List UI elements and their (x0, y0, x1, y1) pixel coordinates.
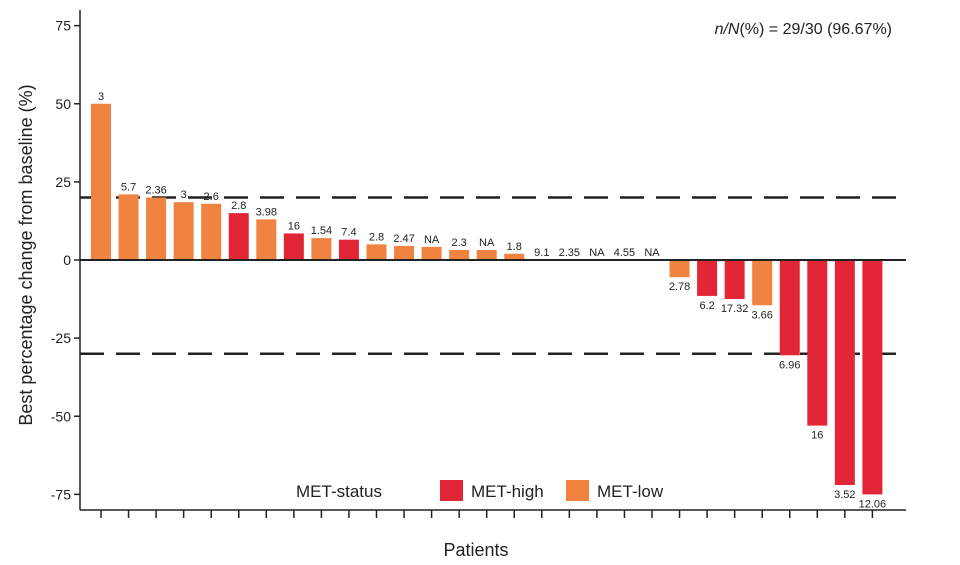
bar-label-15: NA (479, 237, 495, 249)
bar-label-29: 12.06 (859, 498, 887, 510)
bars-group (91, 103, 883, 495)
y-tick-label: 25 (55, 174, 71, 190)
bar-10 (338, 239, 359, 260)
bar-7 (256, 219, 277, 260)
bar-label-7: 3.98 (256, 206, 277, 218)
bar-9 (311, 238, 332, 260)
bar-label-16: 1.8 (507, 241, 522, 253)
bar-4 (173, 202, 194, 260)
bar-label-26: 6.96 (779, 359, 800, 371)
bar-label-5: 2.6 (204, 191, 219, 203)
bar-15 (476, 250, 497, 260)
bar-14 (449, 250, 470, 260)
bar-23 (697, 260, 718, 296)
bar-label-11: 2.8 (369, 231, 384, 243)
bar-13 (421, 246, 442, 260)
bar-6 (228, 213, 249, 260)
y-tick-label: 0 (63, 252, 71, 268)
bar-label-22: 2.78 (669, 281, 690, 293)
bar-label-9: 1.54 (311, 225, 332, 237)
bar-24 (724, 260, 745, 300)
bar-11 (366, 244, 387, 260)
bar-26 (779, 260, 800, 356)
bar-label-25: 3.66 (751, 309, 772, 321)
bar-2 (118, 194, 139, 260)
reference-lines (80, 196, 906, 355)
legend-label-met-low: MET-low (597, 482, 664, 501)
legend-swatch-met-low (566, 480, 589, 501)
y-tick-label: 75 (55, 18, 71, 34)
bar-label-17: 9.1 (534, 247, 549, 259)
bar-1 (91, 103, 111, 260)
bar-22 (669, 260, 690, 278)
bar-label-21: NA (644, 247, 660, 259)
bar-label-20: 4.55 (614, 247, 635, 259)
annotation-text: (%) = 29/30 (96.67%) (739, 21, 892, 38)
legend: MET-status MET-high MET-low (296, 480, 664, 501)
bar-27 (807, 260, 828, 426)
y-ticks: 75 50 25 0 -25 -50 -75 (51, 18, 80, 502)
bar-16 (504, 253, 525, 260)
bar-labels: 3 5.7 2.36 3 2.6 2.8 3.98 16 1.54 7.4 2.8 2.47 NA 2.3… (98, 91, 886, 511)
bar-label-4: 3 (181, 189, 187, 201)
bar-label-2: 5.7 (121, 181, 136, 193)
bar-label-8: 16 (288, 220, 300, 232)
axes-group (79, 10, 906, 511)
x-axis-title: Patients (443, 540, 508, 560)
y-tick-label: 50 (55, 96, 71, 112)
bar-label-12: 2.47 (393, 233, 414, 245)
bar-3 (146, 197, 167, 260)
bar-label-3: 2.36 (145, 185, 166, 197)
y-axis-title: Best percentage change from baseline (%) (16, 84, 36, 425)
bar-25 (752, 260, 773, 306)
legend-title: MET-status (296, 482, 382, 501)
response-rate-annotation: n/N(%) = 29/30 (96.67%) (715, 21, 892, 38)
bar-label-1: 3 (98, 91, 104, 103)
bar-label-13: NA (424, 234, 440, 246)
bar-28 (834, 260, 855, 485)
y-tick-label: -75 (51, 486, 71, 502)
bar-label-18: 2.35 (559, 247, 580, 259)
y-tick-label: -25 (51, 330, 71, 346)
bar-29 (862, 260, 883, 495)
bar-5 (201, 203, 222, 260)
bar-label-6: 2.8 (231, 200, 246, 212)
annotation-italic: n/N (715, 21, 740, 38)
legend-label-met-high: MET-high (471, 482, 544, 501)
legend-swatch-met-high (440, 480, 463, 501)
y-tick-label: -50 (51, 408, 71, 424)
bar-label-14: 2.3 (452, 237, 467, 249)
x-ticks (100, 510, 874, 518)
bar-label-10: 7.4 (341, 227, 356, 239)
bar-label-24: 17.32 (721, 303, 749, 315)
bar-8 (283, 233, 304, 260)
bar-label-19: NA (589, 247, 605, 259)
bar-label-28: 3.52 (834, 489, 855, 501)
bar-12 (394, 245, 415, 260)
bar-label-23: 6.2 (699, 300, 714, 312)
bar-label-27: 16 (811, 430, 823, 442)
